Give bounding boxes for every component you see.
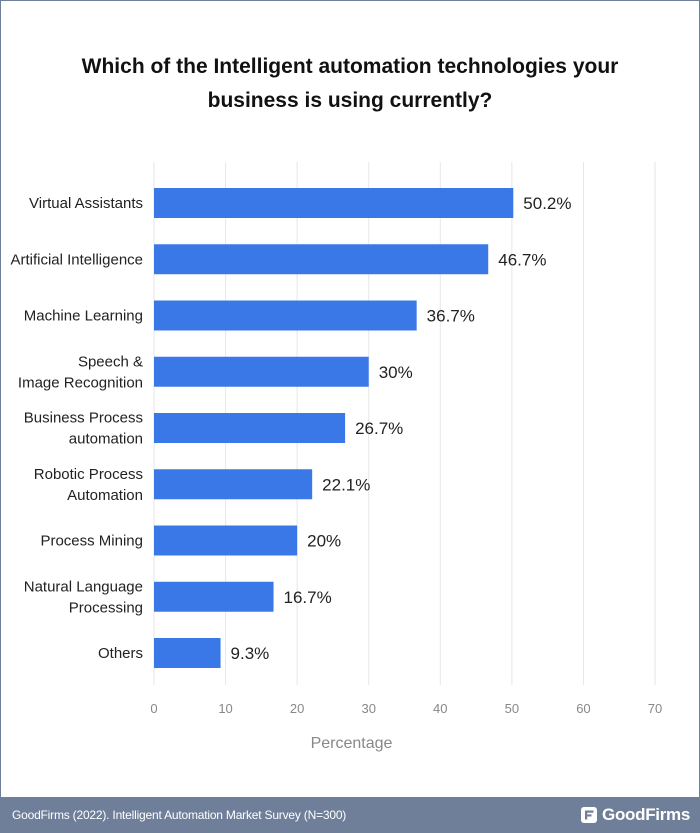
bar xyxy=(154,300,417,331)
value-label: 16.7% xyxy=(284,588,332,607)
bar xyxy=(154,638,221,668)
bar xyxy=(154,581,274,612)
x-tick-label: 40 xyxy=(433,701,447,716)
value-label: 26.7% xyxy=(355,419,403,438)
brand-name: GoodFirms xyxy=(602,805,690,824)
bar-chart: 0 10 20 30 40 50 60 70 Percentage 50.2% Virtual As… xyxy=(10,162,662,752)
category-label: Robotic Process Automation xyxy=(34,466,143,504)
bar xyxy=(154,244,489,275)
x-tick-label: 30 xyxy=(361,701,375,716)
value-label: 20% xyxy=(307,532,341,551)
value-label: 9.3% xyxy=(231,644,270,663)
value-label: 46.7% xyxy=(498,250,546,269)
x-tick-label: 20 xyxy=(290,701,304,716)
category-label: Virtual Assistants xyxy=(29,195,143,212)
x-tick-label: 60 xyxy=(576,701,590,716)
value-label: 30% xyxy=(379,363,413,382)
category-label: Business Process automation xyxy=(24,410,143,448)
bar xyxy=(154,469,313,500)
value-label: 36.7% xyxy=(427,307,475,326)
category-label: Others xyxy=(98,645,143,662)
chart-title: Which of the Intelligent automation tech… xyxy=(81,55,619,112)
bar xyxy=(154,525,298,556)
bar xyxy=(154,356,369,387)
category-label: Machine Learning xyxy=(24,308,143,325)
category-label: Speech & Image Recognition xyxy=(18,353,143,391)
x-tick-label: 50 xyxy=(505,701,519,716)
source-text: GoodFirms (2022). Intelligent Automation… xyxy=(12,808,347,822)
x-axis-label: Percentage xyxy=(311,735,393,752)
goodfirms-logo-icon xyxy=(581,807,598,823)
category-label: Natural Language Processing xyxy=(24,578,143,616)
bar xyxy=(154,188,514,218)
bar xyxy=(154,413,346,443)
category-label: Process Mining xyxy=(40,533,143,550)
value-label: 22.1% xyxy=(322,475,370,494)
category-label: Artificial Intelligence xyxy=(10,251,143,268)
value-label: 50.2% xyxy=(523,194,571,213)
x-tick-label: 10 xyxy=(218,701,232,716)
brand: GoodFirms xyxy=(581,804,690,826)
x-tick-label: 0 xyxy=(150,701,157,716)
footer: GoodFirms (2022). Intelligent Automation… xyxy=(0,797,700,833)
x-tick-label: 70 xyxy=(648,701,662,716)
